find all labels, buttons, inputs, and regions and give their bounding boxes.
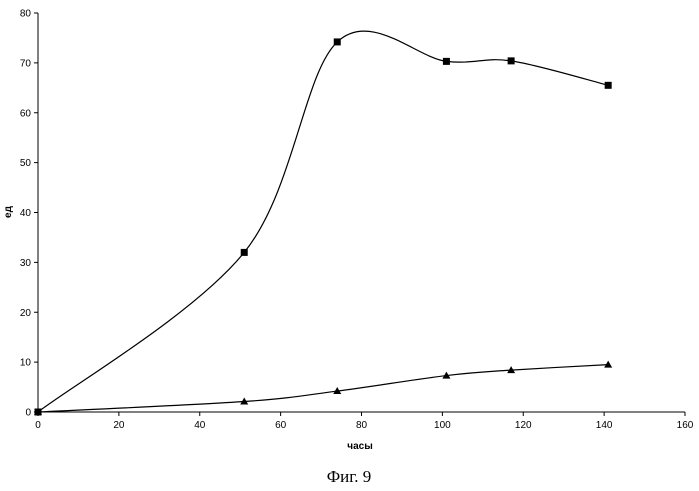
x-tick-label: 120: [515, 420, 532, 431]
series-2-point: [604, 361, 612, 368]
x-axis-label: часы: [347, 441, 372, 452]
y-tick-label: 40: [20, 208, 32, 219]
y-tick-label: 70: [20, 58, 32, 69]
y-tick-label: 50: [20, 158, 32, 169]
series-markers: [34, 38, 612, 415]
y-axis-label: ед: [3, 205, 14, 218]
y-tick-label: 30: [20, 258, 32, 269]
axes: 0 20 40 60 80 100 120 140 160 0 10 20 30 40 50 60 70 80: [20, 9, 694, 432]
figure-caption: Фиг. 9: [327, 467, 372, 486]
x-tick-label: 20: [113, 420, 125, 431]
y-tick-label: 80: [20, 9, 32, 20]
series-2-line: [38, 365, 608, 412]
x-tick-label: 140: [596, 420, 613, 431]
series-1-point: [334, 38, 341, 45]
x-tick-label: 60: [275, 420, 287, 431]
y-tick-label: 20: [20, 308, 32, 319]
x-tick-label: 0: [35, 420, 41, 431]
x-tick-label: 80: [356, 420, 368, 431]
series-1-point: [241, 249, 248, 256]
series-1-point: [443, 58, 450, 65]
x-tick-label: 160: [677, 420, 694, 431]
series-curves: [38, 31, 608, 412]
y-tick-label: 10: [20, 358, 32, 369]
series-1-line: [38, 31, 608, 412]
series-1-point: [508, 57, 515, 64]
x-tick-label: 40: [194, 420, 206, 431]
series-1-point: [605, 82, 612, 89]
y-tick-label: 60: [20, 108, 32, 119]
y-tick-label: 0: [25, 408, 31, 419]
x-tick-label: 100: [434, 420, 451, 431]
